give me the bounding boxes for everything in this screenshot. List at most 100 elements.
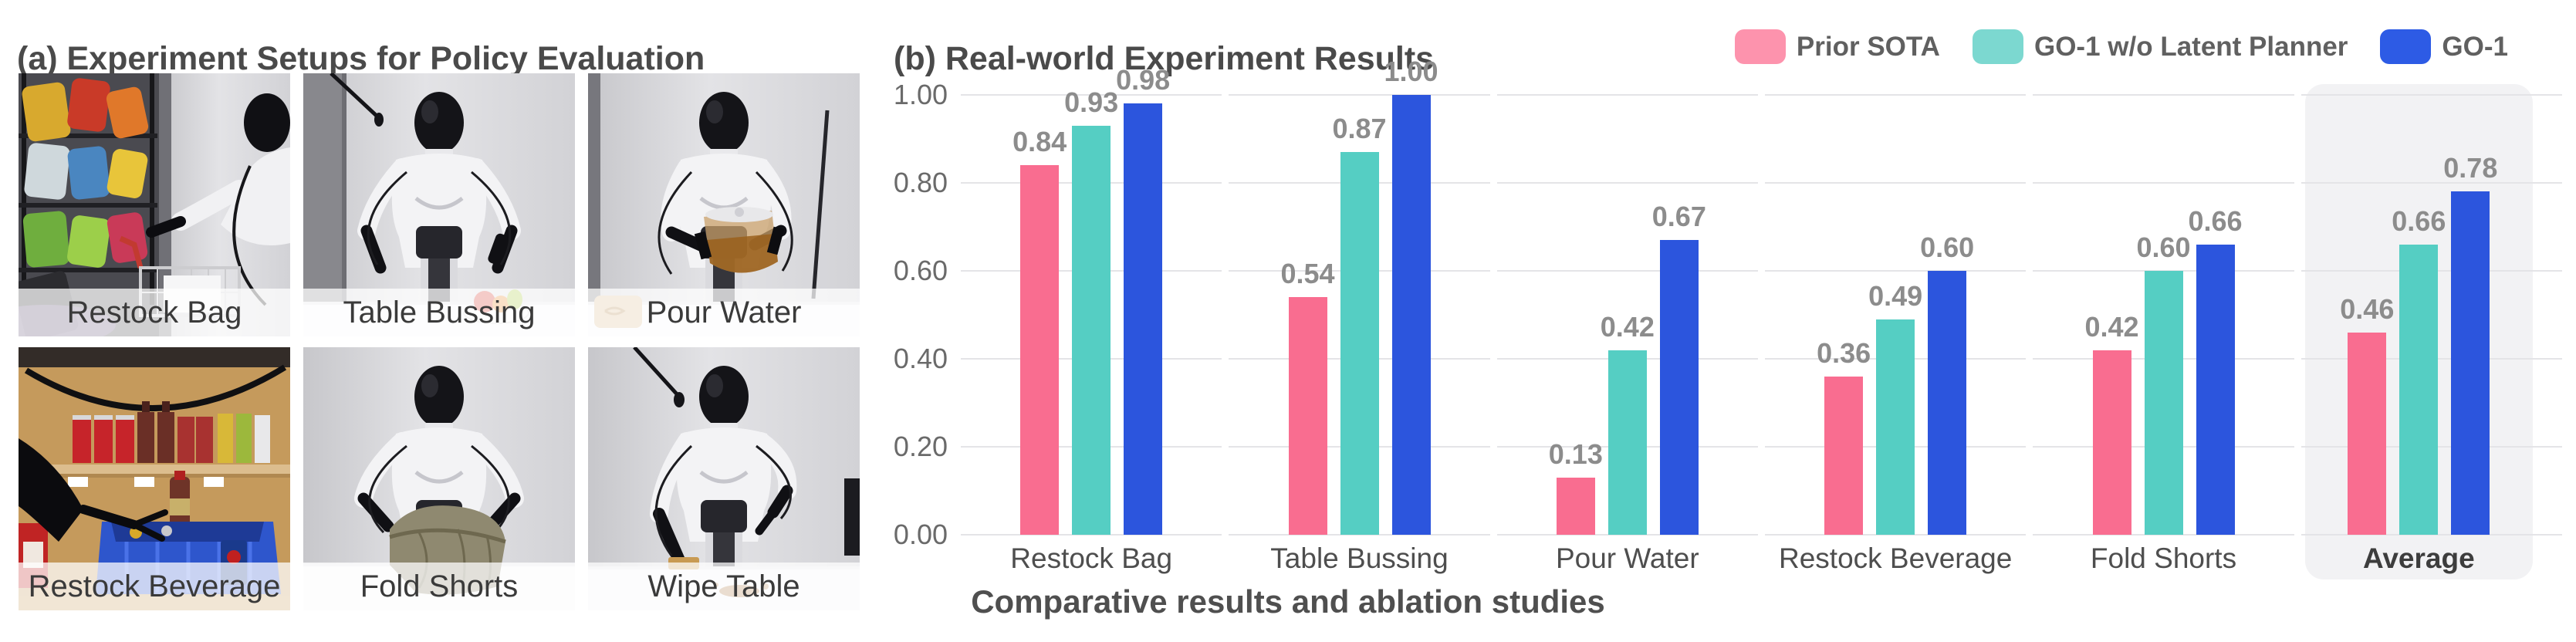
gridline bbox=[961, 270, 1222, 272]
chart-legend: Prior SOTA GO-1 w/o Latent Planner GO-1 bbox=[1734, 29, 2508, 64]
y-axis-tick-label: 1.00 bbox=[893, 79, 948, 110]
bar-value-label: 0.13 bbox=[1548, 438, 1603, 470]
bar-value-label: 0.87 bbox=[1332, 113, 1387, 145]
gridline bbox=[2033, 534, 2294, 536]
gridline bbox=[1765, 446, 2027, 448]
gridline bbox=[1496, 358, 1758, 360]
photo-label-text: Pour Water bbox=[646, 295, 802, 329]
bar-value-label: 0.46 bbox=[2340, 292, 2395, 325]
gridline bbox=[2300, 534, 2562, 536]
photo-label: Wipe Table bbox=[588, 563, 860, 610]
gridline bbox=[2300, 358, 2562, 360]
gridline bbox=[1496, 94, 1758, 96]
legend-label: Prior SOTA bbox=[1796, 31, 1940, 62]
gridline bbox=[2300, 182, 2562, 184]
photo-label-text: Restock Bag bbox=[66, 295, 242, 329]
gridline bbox=[961, 534, 1222, 536]
gridline bbox=[1229, 446, 1490, 448]
bar-prior-sota-pour-water bbox=[1556, 477, 1595, 535]
photo-label: Fold Shorts bbox=[303, 563, 575, 610]
photo-restock-beverage: Restock Beverage bbox=[19, 347, 290, 610]
bar-prior-sota-fold-shorts bbox=[2092, 350, 2131, 535]
gridline bbox=[961, 358, 1222, 360]
bar-value-label: 0.49 bbox=[1868, 279, 1923, 312]
photo-label-text: Table Bussing bbox=[343, 295, 536, 329]
x-axis-category-label: Fold Shorts bbox=[2090, 542, 2237, 574]
x-axis-category-label: Restock Bag bbox=[1010, 542, 1173, 574]
gridline bbox=[2300, 446, 2562, 448]
bar-value-label: 0.42 bbox=[1600, 310, 1655, 343]
legend-swatch-icon bbox=[1734, 29, 1786, 64]
y-axis-tick-label: 0.20 bbox=[893, 431, 948, 462]
photo-grid: Restock Bag Table Bussing bbox=[19, 73, 860, 610]
gridline bbox=[2300, 94, 2562, 96]
gridline bbox=[2033, 182, 2294, 184]
bar-go-1-average bbox=[2451, 191, 2490, 535]
legend-label: GO-1 w/o Latent Planner bbox=[2033, 31, 2348, 62]
bar-go-1-w-o-latent-planner-pour-water bbox=[1607, 350, 1647, 535]
gridline bbox=[1229, 182, 1490, 184]
legend-label: GO-1 bbox=[2442, 31, 2508, 62]
gridline bbox=[1229, 358, 1490, 360]
bar-value-label: 0.78 bbox=[2443, 152, 2498, 184]
bar-go-1-table-bussing bbox=[1391, 95, 1431, 535]
bar-go-1-w-o-latent-planner-restock-beverage bbox=[1876, 319, 1915, 535]
bar-prior-sota-average bbox=[2348, 332, 2387, 535]
gridline bbox=[1229, 270, 1490, 272]
bar-value-label: 0.66 bbox=[2392, 204, 2446, 237]
gridline bbox=[961, 182, 1222, 184]
y-axis-tick-label: 0.40 bbox=[893, 343, 948, 374]
bar-value-label: 0.54 bbox=[1280, 258, 1335, 290]
gridline bbox=[1496, 534, 1758, 536]
bar-value-label: 0.67 bbox=[1651, 201, 1706, 233]
bar-go-1-w-o-latent-planner-fold-shorts bbox=[2144, 271, 2183, 535]
bar-value-label: 0.93 bbox=[1064, 86, 1119, 118]
legend-swatch-icon bbox=[2380, 29, 2432, 64]
panel-b-title: (b) Real-world Experiment Results bbox=[894, 39, 1435, 77]
gridline bbox=[2033, 270, 2294, 272]
bar-prior-sota-restock-beverage bbox=[1824, 376, 1864, 535]
gridline bbox=[1765, 94, 2027, 96]
photo-table-bussing: Table Bussing bbox=[303, 73, 575, 336]
gridline bbox=[1229, 94, 1490, 96]
y-axis-tick-label: 0.60 bbox=[893, 255, 948, 286]
gridline bbox=[2033, 94, 2294, 96]
bar-go-1-fold-shorts bbox=[2196, 244, 2235, 535]
photo-label-text: Fold Shorts bbox=[360, 569, 519, 603]
bar-go-1-w-o-latent-planner-average bbox=[2399, 244, 2439, 535]
gridline bbox=[1765, 358, 2027, 360]
x-axis-category-label: Average bbox=[2362, 542, 2475, 574]
photo-label-text: Wipe Table bbox=[647, 569, 800, 603]
gridline bbox=[961, 446, 1222, 448]
gridline bbox=[1765, 270, 2027, 272]
bar-go-1-restock-beverage bbox=[1928, 271, 1967, 535]
gridline bbox=[1496, 446, 1758, 448]
bar-go-1-w-o-latent-planner-restock-bag bbox=[1072, 125, 1111, 535]
x-axis-category-label: Pour Water bbox=[1555, 542, 1699, 574]
legend-item-1: GO-1 w/o Latent Planner bbox=[1972, 29, 2348, 64]
legend-item-2: GO-1 bbox=[2380, 29, 2508, 64]
gridline bbox=[1765, 182, 2027, 184]
gridline bbox=[961, 94, 1222, 96]
gridline bbox=[1229, 534, 1490, 536]
photo-label: Pour Water bbox=[588, 289, 860, 336]
bar-value-label: 0.84 bbox=[1012, 126, 1067, 158]
x-axis-category-label: Restock Beverage bbox=[1779, 542, 2013, 574]
x-axis-category-label: Table Bussing bbox=[1270, 542, 1449, 574]
bar-value-label: 0.60 bbox=[2136, 231, 2191, 263]
y-axis-tick-label: 0.80 bbox=[893, 167, 948, 198]
figure-caption: Comparative results and ablation studies bbox=[971, 583, 1605, 620]
bar-go-1-restock-bag bbox=[1124, 103, 1163, 535]
gridline bbox=[1496, 182, 1758, 184]
photo-label: Restock Beverage bbox=[19, 563, 290, 610]
bar-value-label: 0.36 bbox=[1817, 336, 1871, 369]
bar-go-1-w-o-latent-planner-table-bussing bbox=[1340, 152, 1379, 535]
gridline bbox=[2033, 358, 2294, 360]
bar-go-1-pour-water bbox=[1659, 240, 1699, 535]
photo-label: Restock Bag bbox=[19, 289, 290, 336]
bar-prior-sota-restock-bag bbox=[1020, 165, 1060, 535]
photo-wipe-table: Wipe Table bbox=[588, 347, 860, 610]
gridline bbox=[2300, 270, 2562, 272]
photo-restock-bag: Restock Bag bbox=[19, 73, 290, 336]
